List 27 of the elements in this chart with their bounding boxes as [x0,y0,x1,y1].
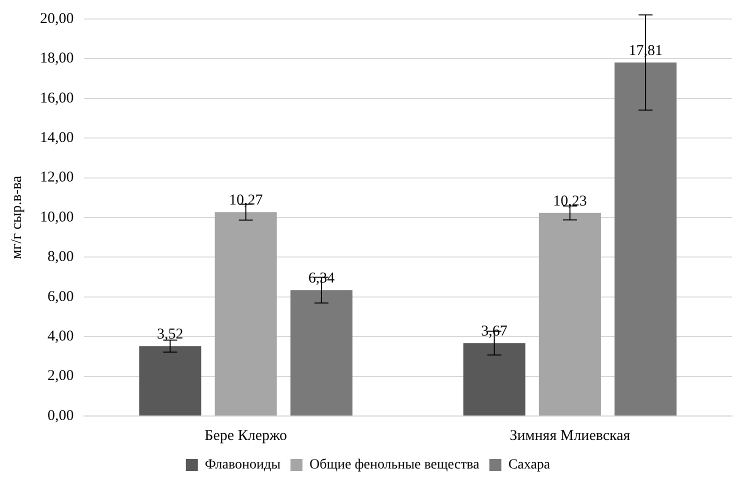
bar [614,62,677,416]
y-tick-label: 10,00 [40,209,74,226]
legend-label: Флавоноиды [204,458,282,473]
bar [214,212,277,416]
y-tick-label: 2,00 [48,368,74,384]
data-label: 3,52 [157,326,184,343]
y-tick-label: 6,00 [48,288,74,305]
data-label: 6,34 [308,270,336,287]
x-tick-label: Бере Клержо [204,428,287,444]
bar [139,346,202,416]
x-tick-label: Зимняя Млиевская [510,428,630,444]
y-tick-label: 8,00 [48,249,74,266]
legend-label: Общие фенольные вещества [309,458,480,473]
bar [538,212,601,416]
y-tick-label: 18,00 [40,50,74,67]
legend-label: Сахара [508,458,551,473]
y-axis-title: мг/г сыр.в-ва [8,176,25,260]
y-tick-label: 14,00 [40,130,74,146]
y-tick-label: 4,00 [48,328,74,345]
y-tick-label: 20,00 [40,10,74,27]
data-label: 10,23 [553,193,587,210]
bar [463,343,526,416]
y-tick-label: 0,00 [48,408,74,424]
data-label: 3,67 [481,324,508,340]
y-tick-label: 12,00 [40,170,74,186]
y-tick-label: 16,00 [40,90,74,106]
bar [290,290,352,416]
